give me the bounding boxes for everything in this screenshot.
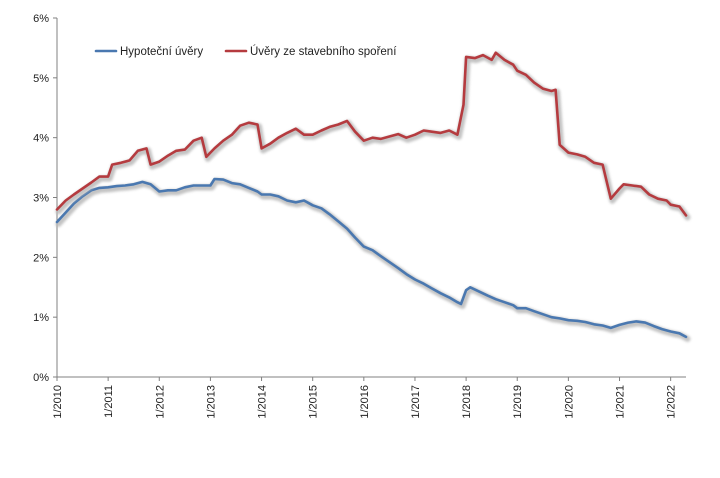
legend-label-2: Úvěry ze stavebního spoření: [250, 45, 397, 58]
y-tick-label: 1%: [33, 312, 49, 324]
x-tick-label: 1/2020: [563, 385, 575, 419]
series-lines: [55, 51, 691, 342]
y-tick-label: 2%: [33, 252, 49, 264]
y-tick-label: 5%: [33, 73, 49, 85]
x-tick-label: 1/2015: [308, 385, 320, 419]
series-shadow-1: [55, 178, 691, 342]
x-tick-label: 1/2010: [52, 385, 64, 419]
y-tick-label: 6%: [33, 13, 49, 25]
axes: 0% 1% 2% 3% 4% 5% 6% 1/2010 1/2011 1/2012 1/2013 1/…: [33, 13, 686, 419]
series-line-1: [55, 177, 688, 339]
y-tick-label: 0%: [33, 372, 49, 384]
x-tick-label: 1/2017: [410, 385, 422, 419]
series-line-2: [55, 51, 688, 217]
y-tick-label: 3%: [33, 193, 49, 205]
y-tick-label: 4%: [33, 133, 49, 145]
x-tick-label: 1/2012: [154, 385, 166, 419]
x-tick-label: 1/2019: [512, 385, 524, 419]
x-tick-label: 1/2013: [205, 385, 217, 419]
series-shadow-2: [55, 51, 691, 221]
legend-label-1: Hypoteční úvěry: [120, 46, 203, 58]
legend: Hypoteční úvěry Úvěry ze stavebního spoře…: [94, 45, 397, 58]
x-tick-label: 1/2011: [103, 385, 115, 418]
x-tick-label: 1/2022: [666, 385, 678, 419]
x-tick-label: 1/2021: [615, 385, 627, 419]
x-tick-label: 1/2014: [257, 385, 269, 419]
x-tick-label: 1/2016: [359, 385, 371, 419]
x-tick-label: 1/2018: [461, 385, 473, 419]
